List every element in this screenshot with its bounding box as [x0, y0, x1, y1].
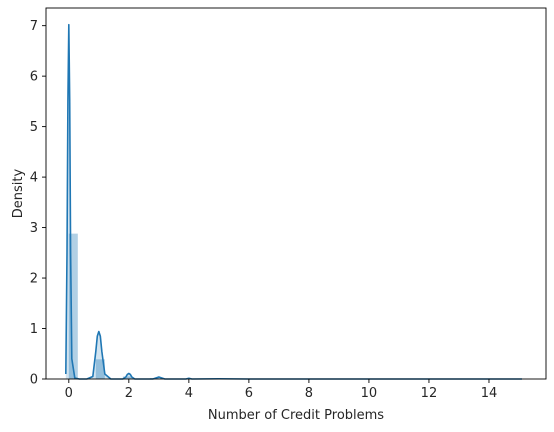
x-tick-label: 12 [421, 386, 438, 401]
y-tick-label: 3 [30, 221, 38, 236]
y-axis-label: Density [11, 168, 26, 218]
x-axis-label: Number of Credit Problems [208, 408, 384, 423]
y-tick-label: 0 [30, 373, 38, 388]
x-tick-label: 6 [245, 386, 253, 401]
x-axis-ticks: 0 2 4 6 8 10 12 14 [65, 379, 498, 401]
x-tick-label: 4 [185, 386, 193, 401]
y-axis-ticks: 0 1 2 3 4 5 6 7 [30, 19, 46, 388]
plot-frame [45, 7, 547, 380]
y-tick-label: 6 [30, 70, 38, 85]
x-tick-label: 14 [481, 386, 498, 401]
y-tick-label: 7 [30, 19, 38, 34]
x-tick-label: 8 [305, 386, 313, 401]
y-tick-label: 1 [30, 322, 38, 337]
y-tick-label: 4 [30, 171, 38, 186]
histogram-bar-0 [68, 233, 78, 379]
y-tick-label: 2 [30, 272, 38, 287]
x-tick-label: 2 [125, 386, 133, 401]
histogram-bar-2 [122, 376, 132, 379]
y-tick-label: 5 [30, 120, 38, 135]
x-tick-label: 10 [361, 386, 378, 401]
x-tick-label: 0 [65, 386, 73, 401]
histogram-bar-1 [95, 359, 105, 379]
